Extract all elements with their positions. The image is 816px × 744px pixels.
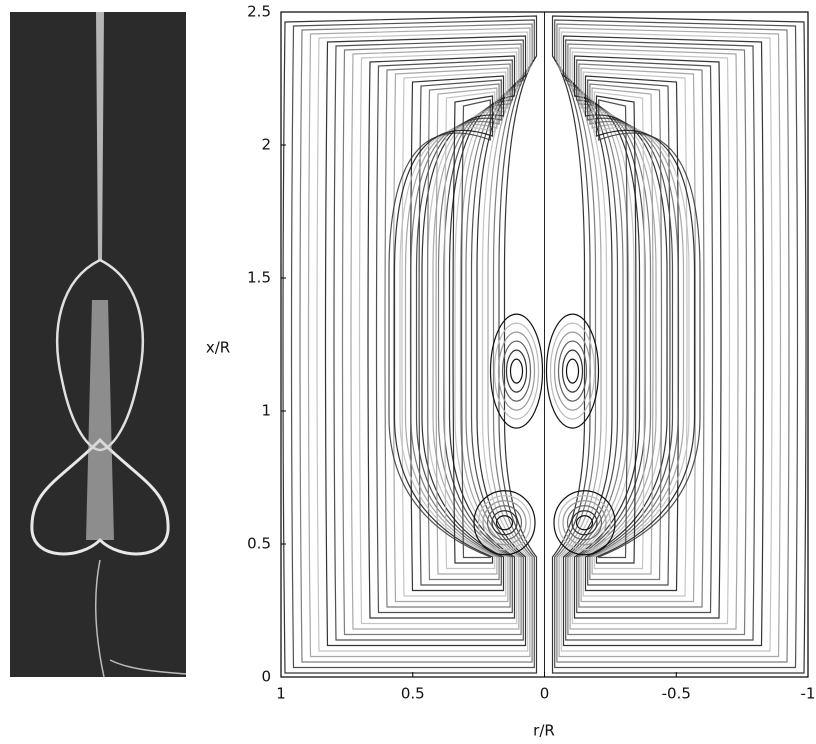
vortex-line xyxy=(567,359,579,383)
x-axis-label: r/R xyxy=(533,722,555,740)
x-tick-label: 1 xyxy=(276,685,286,703)
y-tick-label: 2 xyxy=(261,136,271,154)
vortex-line xyxy=(511,359,523,383)
y-tick-label: 0 xyxy=(261,668,271,686)
vortex-line xyxy=(507,350,527,392)
figure: x/R r/R 0 0.5 1 1.5 2 2.5 1 0.5 0 -0.5 -1 xyxy=(0,0,816,744)
vortex-line xyxy=(492,511,517,535)
y-axis-label: x/R xyxy=(206,339,230,357)
y-tick-label: 1 xyxy=(261,402,271,420)
x-tick-label: -0.5 xyxy=(662,685,691,703)
photo xyxy=(10,12,186,677)
streamline xyxy=(400,92,495,569)
x-tick-label: -1 xyxy=(801,685,816,703)
y-tick-label: 1.5 xyxy=(247,269,271,287)
streamlines xyxy=(283,12,806,677)
x-tick-label: 0.5 xyxy=(401,685,425,703)
vortex-line xyxy=(551,323,595,419)
y-tick-label: 0.5 xyxy=(247,535,271,553)
vortex-line xyxy=(572,511,597,535)
vortex-line xyxy=(495,323,539,419)
streamline xyxy=(594,92,689,569)
y-tick-label: 2.5 xyxy=(247,3,271,21)
x-tick-label: 0 xyxy=(540,685,550,703)
vortex-line xyxy=(563,350,583,392)
